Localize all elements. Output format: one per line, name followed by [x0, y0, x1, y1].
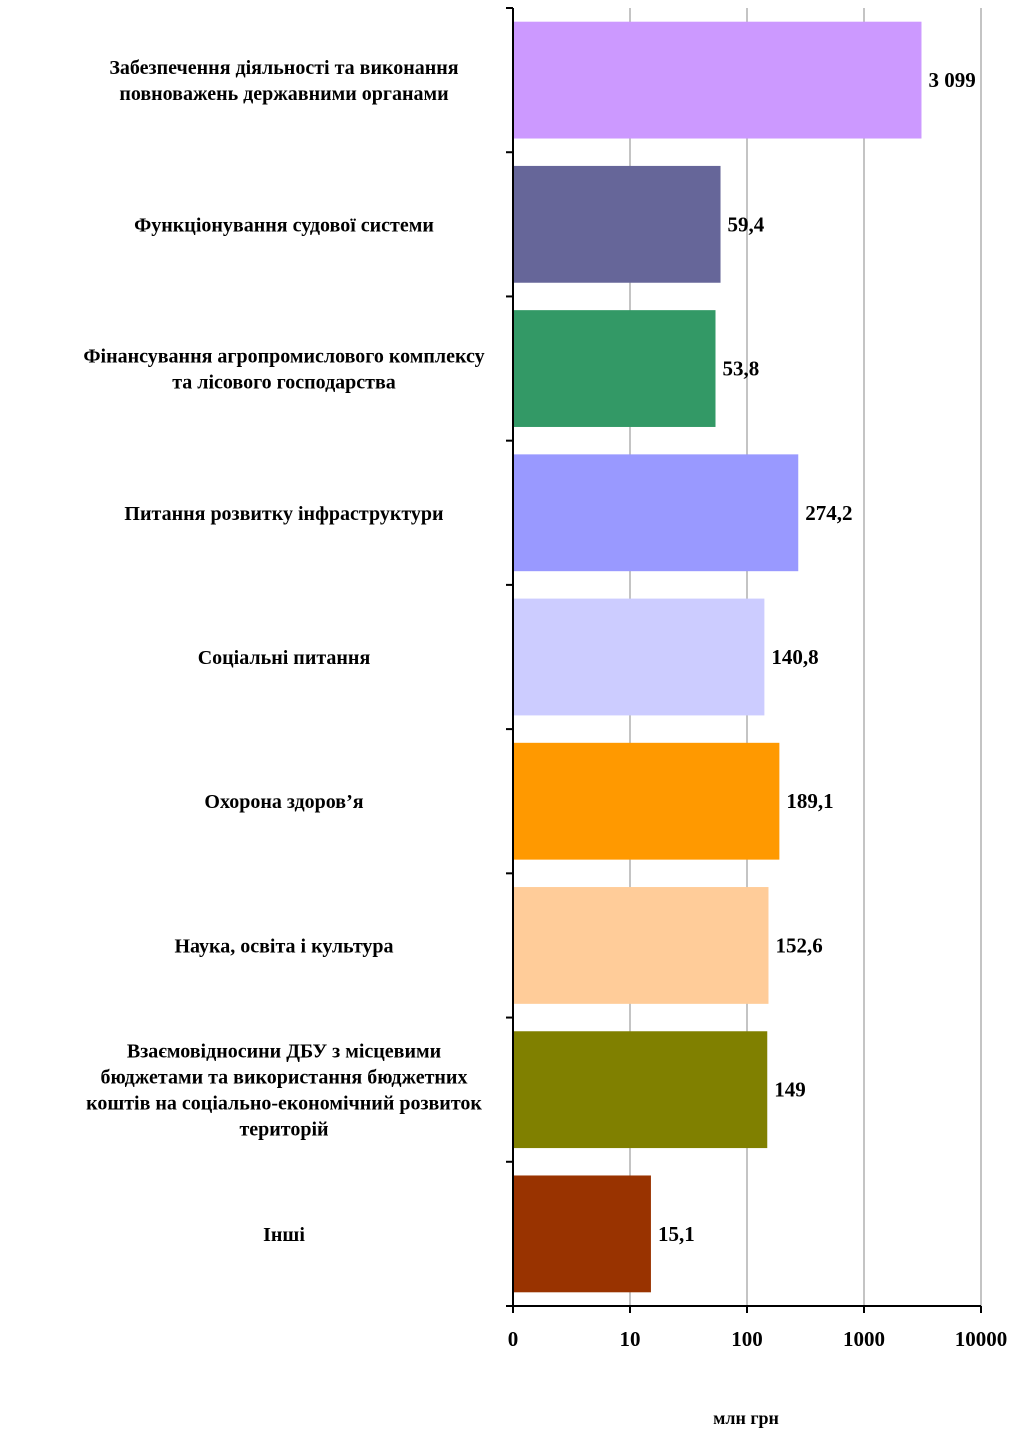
x-axis-title: млн грн	[713, 1408, 779, 1428]
category-label: Питання розвитку інфраструктури	[124, 503, 443, 525]
category-label: Взаємовідносини ДБУ з місцевими	[127, 1041, 441, 1063]
bar	[513, 742, 780, 860]
bar	[513, 887, 769, 1004]
category-labels: Забезпечення діяльності та виконання повн…	[83, 57, 484, 1246]
axes	[506, 7, 982, 1313]
category-label: Фінансування агропромислового комплексу	[83, 346, 484, 368]
value-labels: 3 099 59,4 53,8 274,2 140,8 189,1 152,6 149 15,1	[658, 68, 976, 1246]
bars	[513, 21, 922, 1293]
category-label: повноважень державними органами	[119, 83, 448, 105]
value-label: 152,6	[775, 933, 822, 957]
bar	[513, 1031, 768, 1149]
category-label: Охорона здоров’я	[204, 791, 363, 813]
bar	[513, 598, 765, 716]
x-tick-label: 10	[620, 1327, 641, 1351]
bar	[513, 21, 922, 139]
bar	[513, 454, 799, 572]
bar	[513, 165, 721, 283]
x-tick-label: 0	[508, 1327, 519, 1351]
category-label: Забезпечення діяльності та виконання	[109, 57, 458, 79]
category-label: коштів на соціально-економічний розвиток	[86, 1093, 482, 1115]
value-label: 59,4	[728, 212, 765, 236]
bar	[513, 310, 716, 427]
value-label: 149	[774, 1078, 806, 1102]
category-label: бюджетами та використання бюджетних	[101, 1067, 468, 1089]
x-tick-label: 100	[731, 1327, 763, 1351]
value-label: 140,8	[771, 645, 818, 669]
value-label: 189,1	[786, 789, 833, 813]
bar	[513, 1175, 651, 1293]
category-label: територій	[239, 1119, 328, 1141]
category-label: Функціонування судової системи	[134, 214, 434, 236]
value-label: 53,8	[723, 357, 760, 381]
x-tick-label: 10000	[955, 1327, 1008, 1351]
category-label: та лісового господарства	[172, 372, 396, 394]
x-tick-label: 1000	[843, 1327, 885, 1351]
value-label: 15,1	[658, 1222, 695, 1246]
category-label: Інші	[263, 1224, 305, 1246]
category-label: Соціальні питання	[198, 647, 371, 669]
tick-labels: 0 10 100 1000 10000	[508, 1327, 1008, 1351]
category-label: Наука, освіта і культура	[174, 935, 393, 957]
value-label: 3 099	[928, 68, 975, 92]
value-label: 274,2	[805, 501, 852, 525]
